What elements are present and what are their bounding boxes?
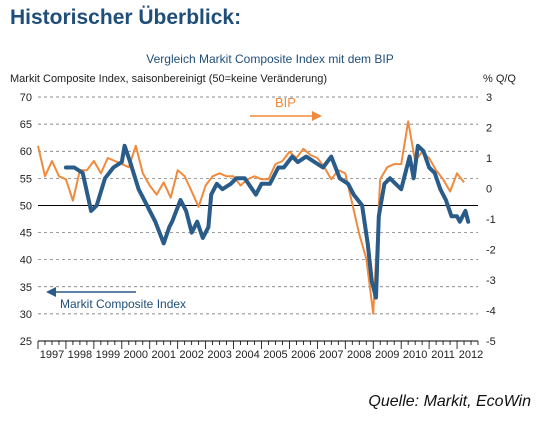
y-tick-label: 25 — [20, 336, 32, 348]
x-tick-label: 2007 — [319, 349, 343, 361]
x-tick-label: 2009 — [375, 349, 399, 361]
y-axis-label-left: Markit Composite Index, saisonbereinigt … — [10, 73, 327, 85]
page-title: Historischer Überblick: — [10, 6, 242, 29]
y2-tick-label: -3 — [486, 275, 496, 287]
y-axis-label-right: % Q/Q — [483, 73, 516, 85]
x-tick-label: 2003 — [207, 349, 231, 361]
source-note: Quelle: Markit, EcoWin — [368, 393, 531, 410]
x-tick-label: 2010 — [403, 349, 427, 361]
y2-tick-label: -1 — [486, 214, 496, 226]
annotations: BIP Markit Composite Index — [46, 95, 322, 311]
y2-tick-label: -4 — [486, 306, 496, 318]
y2-tick-label: -5 — [486, 336, 496, 348]
annotation-markit: Markit Composite Index — [60, 297, 186, 311]
x-tick-label: 1999 — [96, 349, 120, 361]
y2-tick-label: 3 — [486, 92, 492, 104]
x-tick-label: 2005 — [263, 349, 287, 361]
x-tick-label: 2004 — [235, 349, 259, 361]
series-line-markit-composite — [63, 143, 471, 300]
y2-tick-label: -2 — [486, 245, 496, 257]
y2-tick-label: 0 — [486, 184, 492, 196]
y-tick-label: 35 — [20, 282, 32, 294]
x-tick-label: 1997 — [40, 349, 64, 361]
y-tick-label: 50 — [20, 200, 32, 212]
y-tick-label: 45 — [20, 228, 32, 240]
annotation-bip: BIP — [275, 95, 296, 110]
y-tick-label: 70 — [20, 92, 32, 104]
x-tick-label: 2006 — [291, 349, 315, 361]
y-tick-label: 65 — [20, 119, 32, 131]
y-axis-left-ticks: 70 65 60 55 50 45 40 35 30 25 — [20, 92, 32, 348]
x-tick-label: 1998 — [68, 349, 92, 361]
x-tick-label: 2008 — [347, 349, 371, 361]
x-tick-label: 2000 — [124, 349, 148, 361]
chart-title: Vergleich Markit Composite Index mit dem… — [146, 52, 393, 66]
y2-tick-label: 1 — [486, 153, 492, 165]
annotation-markit-arrowhead — [46, 287, 56, 297]
y-tick-label: 60 — [20, 146, 32, 158]
y-tick-label: 55 — [20, 173, 32, 185]
x-tick-label: 2012 — [459, 349, 483, 361]
y-tick-label: 40 — [20, 255, 32, 267]
series-line-bip — [37, 120, 465, 315]
x-tick-label: 2001 — [151, 349, 175, 361]
x-tick-label: 2011 — [431, 349, 455, 361]
y-axis-right-ticks: 3 2 1 0 -1 -2 -3 -4 -5 — [486, 92, 496, 348]
x-tick-label: 2002 — [179, 349, 203, 361]
y-tick-label: 30 — [20, 309, 32, 321]
y2-tick-label: 2 — [486, 123, 492, 135]
x-axis: 1997 1998 1999 2000 2001 2002 2003 2004 2005 2006… — [37, 340, 483, 361]
series-lines — [37, 120, 471, 315]
annotation-bip-arrowhead — [312, 111, 322, 121]
